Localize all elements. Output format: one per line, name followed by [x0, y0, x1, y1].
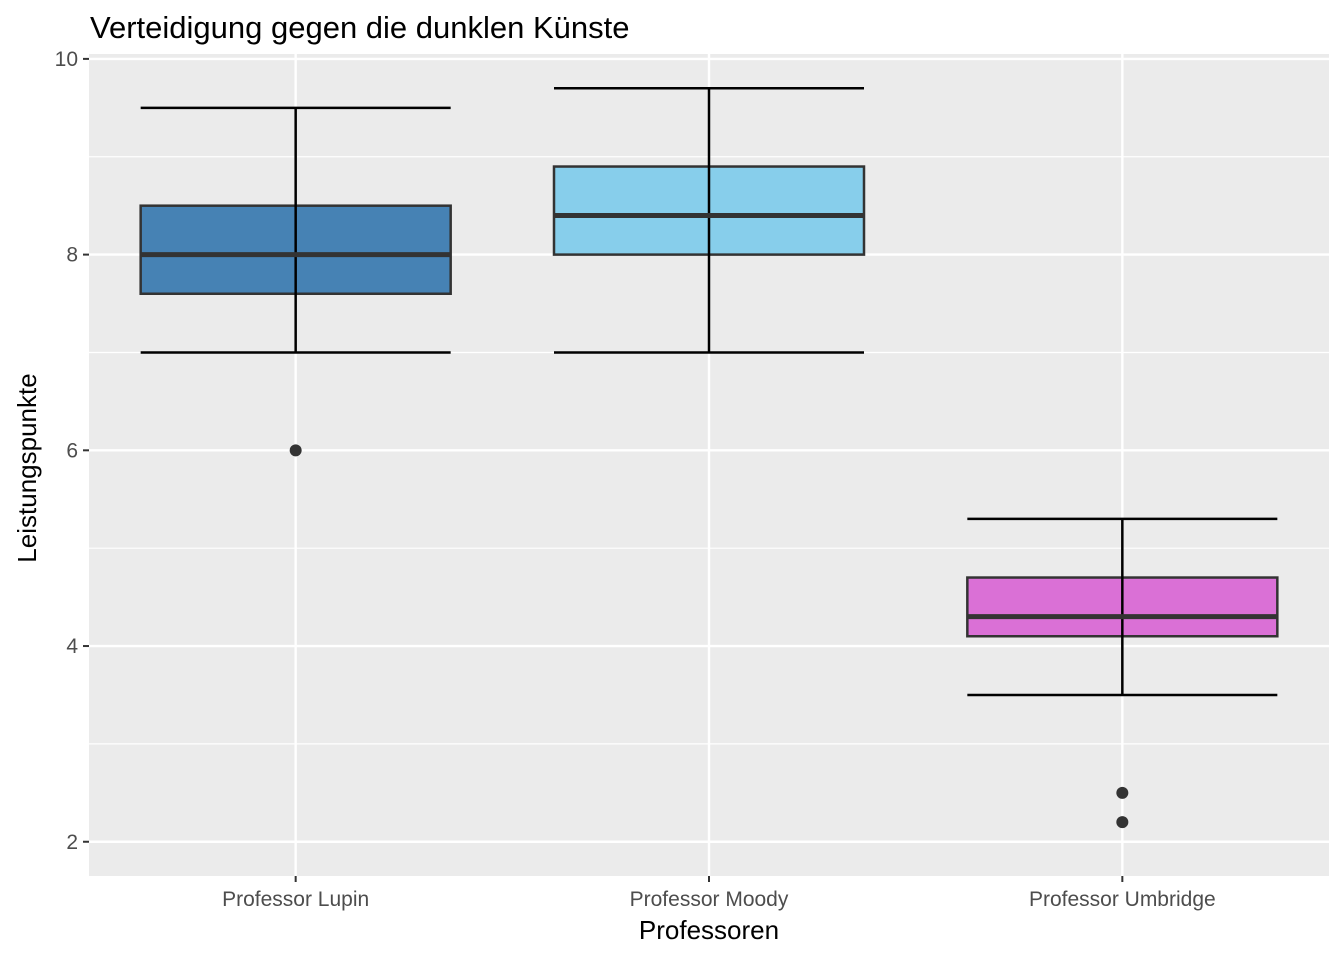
- box-group: [966, 517, 1279, 829]
- box-group: [139, 106, 452, 457]
- box-group: [552, 87, 866, 354]
- outlier-point: [1116, 786, 1129, 799]
- y-tick-label: 2: [66, 831, 78, 854]
- y-tick-label: 8: [66, 244, 78, 267]
- outlier-point: [1116, 816, 1129, 829]
- x-tick-label: Professor Lupin: [222, 888, 369, 911]
- y-axis-title: Leistungspunkte: [12, 373, 42, 562]
- x-tick-label: Professor Umbridge: [1029, 888, 1216, 911]
- box-marks: [139, 87, 1279, 829]
- y-tick-label: 6: [66, 439, 78, 462]
- y-tick-label: 4: [66, 635, 78, 658]
- y-tick-label: 10: [55, 48, 78, 71]
- outlier-point: [289, 444, 302, 457]
- x-tick-label: Professor Moody: [630, 888, 789, 911]
- axes: 2 4 6 8 10 Professor Lupin Professor Moody Prof…: [55, 48, 1216, 911]
- x-axis-title: Professoren: [639, 915, 779, 945]
- chart-title: Verteidigung gegen die dunklen Künste: [90, 10, 630, 45]
